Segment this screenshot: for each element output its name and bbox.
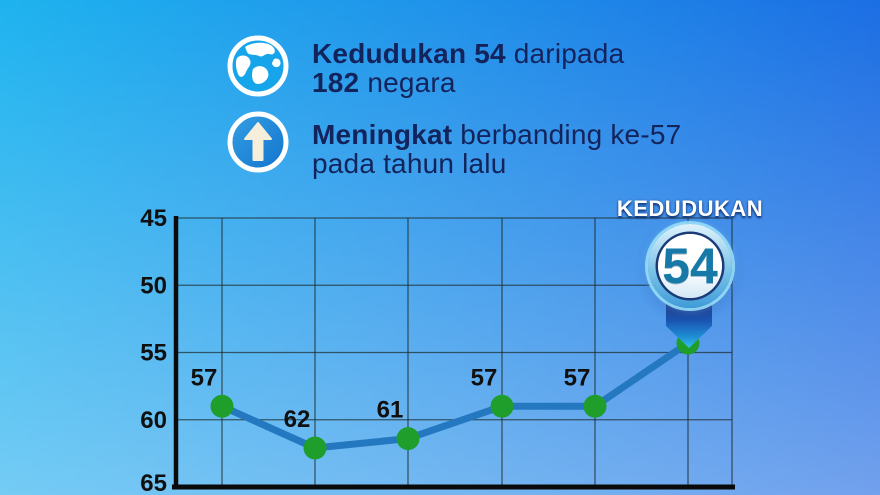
data-point-marker [303,436,327,460]
stat-improvement: Meningkat berbanding ke-57 pada tahun la… [312,120,681,178]
stat-countries-line2: 182 negara [312,67,456,98]
data-point-label: 61 [377,397,404,424]
globe-landmass [272,58,281,68]
data-point-label: 62 [284,406,311,433]
stat-countries-line1: Kedudukan 54 daripada [312,38,625,69]
rank-badge-value: 54 [662,238,718,294]
globe-icon [227,35,289,97]
badge-pointer [666,298,712,348]
y-tick-label: 45 [140,205,167,232]
globe-landmass [235,55,251,77]
globe-landmass [252,66,269,84]
badge-title: KEDUDUKAN [616,196,764,221]
up-arrow-icon [227,111,289,173]
series-line [218,339,692,452]
data-point-label: 57 [471,364,498,391]
y-tick-label: 60 [140,407,167,434]
data-point-marker [210,394,234,418]
rank-badge-inner: 54 [658,234,722,298]
rank-badge: 54 [648,224,732,308]
data-point-label: 57 [191,364,218,391]
data-point-marker [583,394,607,418]
data-point-label: 57 [564,364,591,391]
y-tick-label: 50 [140,272,167,299]
arrow-glyph [244,122,272,161]
globe-landmass [245,42,275,57]
stat-improvement-line2: pada tahun lalu [312,148,507,179]
stat-improvement-line1: Meningkat berbanding ke-57 [312,119,682,150]
data-point-marker [490,394,514,418]
y-tick-label: 55 [140,340,167,367]
y-tick-label: 65 [140,470,167,495]
data-point-marker [396,427,420,451]
stat-countries: Kedudukan 54 daripada 182 negara [312,39,624,97]
